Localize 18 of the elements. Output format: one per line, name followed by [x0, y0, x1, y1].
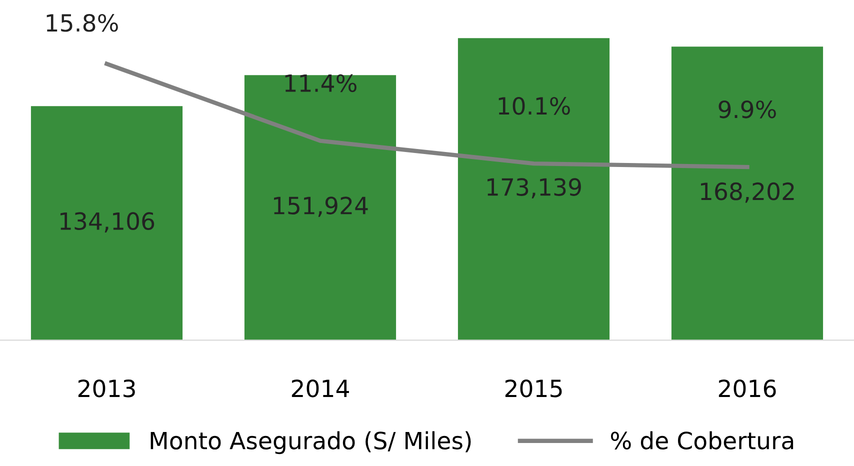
bar	[458, 38, 610, 340]
data-label: 11.4%	[285, 74, 356, 92]
x-tick-label: 2014	[292, 379, 349, 398]
x-tick-label: 2016	[718, 379, 776, 398]
data-label: 173,139	[488, 178, 581, 198]
x-tick-label: 2015	[505, 379, 562, 398]
x-tick-label: 2013	[78, 379, 135, 398]
bar	[244, 75, 396, 340]
bar	[30, 106, 183, 340]
data-label: 15.8%	[46, 14, 118, 32]
data-label: 9.9%	[718, 100, 776, 118]
data-label: 151,924	[274, 196, 368, 217]
data-label: 10.1%	[498, 96, 570, 115]
data-label: 134,106	[60, 212, 154, 232]
legend-label: Monto Asegurado (S/ Miles)	[150, 431, 471, 454]
bar	[671, 46, 824, 340]
data-label: 168,202	[701, 182, 794, 203]
legend-label: % de Cobertura	[610, 431, 794, 450]
